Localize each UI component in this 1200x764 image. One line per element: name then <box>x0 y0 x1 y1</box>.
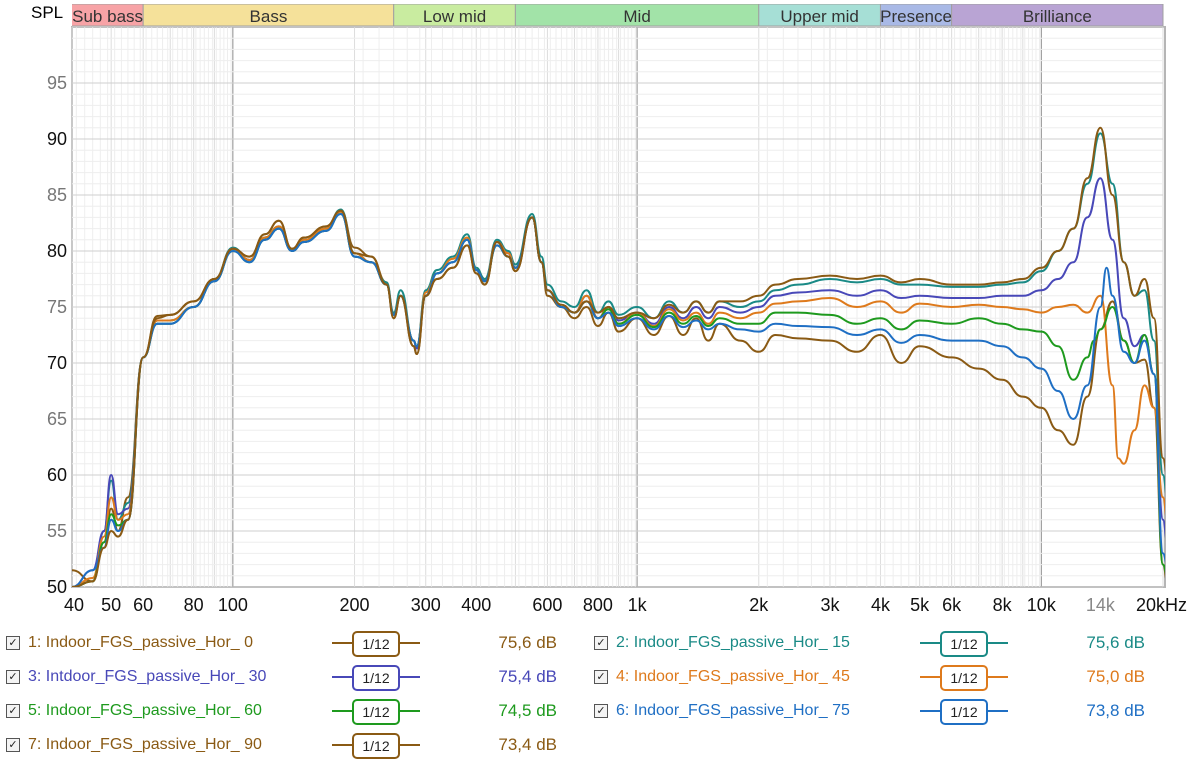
smoothing-selector[interactable]: 1/12 <box>332 699 422 725</box>
y-tick-label: 55 <box>47 521 67 541</box>
y-tick-label: 60 <box>47 465 67 485</box>
x-tick-label: 600 <box>532 595 562 615</box>
smoothing-value: 1/12 <box>940 699 988 725</box>
smoothing-value: 1/12 <box>352 733 400 759</box>
legend-checkbox[interactable]: ✓ <box>6 670 20 684</box>
legend-checkbox[interactable]: ✓ <box>594 704 608 718</box>
legend-series-name: 2: Indoor_FGS_passive_Hor_ 15 <box>616 634 850 651</box>
legend-level-value: 75,4 dB <box>498 667 557 686</box>
legend-level-value: 75,6 dB <box>1086 633 1145 652</box>
x-tick-label: 800 <box>583 595 613 615</box>
y-axis-label: SPL <box>31 3 63 22</box>
y-tick-label: 90 <box>47 129 67 149</box>
band-label: Low mid <box>423 7 486 26</box>
x-tick-label: 14k <box>1086 595 1116 615</box>
smoothing-value: 1/12 <box>940 665 988 691</box>
x-axis-ticks: 40 50 60 80 100 200 300 400 600 800 1k 2k 3k 4k 5k 6k 8k… <box>64 595 1187 615</box>
x-tick-label: 8k <box>993 595 1013 615</box>
legend-item-3[interactable]: ✓ 3: Intdoor_FGS_passive_Hor_ 30 1/12 75,4 … <box>6 663 571 691</box>
legend-level-value: 73,8 dB <box>1086 701 1145 720</box>
frequency-bands: Sub bass Bass Low mid Mid Upper mid Presence B… <box>72 4 1164 26</box>
x-tick-label: 50 <box>101 595 121 615</box>
x-tick-label: 100 <box>218 595 248 615</box>
legend-level-value: 73,4 dB <box>498 735 557 754</box>
y-tick-label: 80 <box>47 241 67 261</box>
smoothing-selector[interactable]: 1/12 <box>920 665 1010 691</box>
legend-item-5[interactable]: ✓ 5: Indoor_FGS_passive_Hor_ 60 1/12 74,5 d… <box>6 697 571 725</box>
legend-level-value: 75,6 dB <box>498 633 557 652</box>
smoothing-selector[interactable]: 1/12 <box>332 733 422 759</box>
smoothing-value: 1/12 <box>352 665 400 691</box>
band-label: Brilliance <box>1023 7 1092 26</box>
smoothing-value: 1/12 <box>940 631 988 657</box>
x-tick-label: 20kHz <box>1136 595 1187 615</box>
series-line-6 <box>72 213 1165 587</box>
y-tick-label: 85 <box>47 185 67 205</box>
series-lines <box>72 126 1165 587</box>
band-label: Sub bass <box>72 7 143 26</box>
x-tick-label: 60 <box>133 595 153 615</box>
legend-checkbox[interactable]: ✓ <box>594 636 608 650</box>
x-tick-label: 4k <box>871 595 891 615</box>
band-label: Mid <box>623 7 650 26</box>
smoothing-value: 1/12 <box>352 631 400 657</box>
band-label: Presence <box>880 7 952 26</box>
legend-series-name: 6: Indoor_FGS_passive_Hor_ 75 <box>616 702 850 719</box>
legend-level-value: 75,0 dB <box>1086 667 1145 686</box>
x-tick-label: 6k <box>942 595 962 615</box>
smoothing-selector[interactable]: 1/12 <box>332 631 422 657</box>
y-tick-label: 50 <box>47 577 67 597</box>
x-tick-label: 10k <box>1027 595 1057 615</box>
smoothing-selector[interactable]: 1/12 <box>920 631 1010 657</box>
legend-checkbox[interactable]: ✓ <box>6 738 20 752</box>
legend-item-1[interactable]: ✓ 1: Indoor_FGS_passive_Hor_ 0 1/12 75,6 dB <box>6 629 571 657</box>
legend-series-name: 3: Intdoor_FGS_passive_Hor_ 30 <box>28 668 267 685</box>
legend-series-name: 1: Indoor_FGS_passive_Hor_ 0 <box>28 634 254 651</box>
x-tick-label: 200 <box>340 595 370 615</box>
band-label: Upper mid <box>780 7 858 26</box>
legend-item-2[interactable]: ✓ 2: Indoor_FGS_passive_Hor_ 15 1/12 75,6 d… <box>594 629 1159 657</box>
x-tick-label: 80 <box>184 595 204 615</box>
x-tick-label: 300 <box>411 595 441 615</box>
legend-checkbox[interactable]: ✓ <box>594 670 608 684</box>
x-tick-label: 400 <box>461 595 491 615</box>
x-tick-label: 40 <box>64 595 84 615</box>
legend-level-value: 74,5 dB <box>498 701 557 720</box>
y-axis-ticks: 50 55 60 65 70 75 80 85 90 95 <box>47 73 67 597</box>
legend-series-name: 4: Indoor_FGS_passive_Hor_ 45 <box>616 668 850 685</box>
x-tick-label: 1k <box>628 595 648 615</box>
legend-series-name: 5: Indoor_FGS_passive_Hor_ 60 <box>28 702 262 719</box>
legend-item-4[interactable]: ✓ 4: Indoor_FGS_passive_Hor_ 45 1/12 75,0 d… <box>594 663 1159 691</box>
legend-checkbox[interactable]: ✓ <box>6 704 20 718</box>
y-tick-label: 95 <box>47 73 67 93</box>
legend-checkbox[interactable]: ✓ <box>6 636 20 650</box>
legend-series-name: 7: Indoor_FGS_passive_Hor_ 90 <box>28 736 262 753</box>
smoothing-selector[interactable]: 1/12 <box>920 699 1010 725</box>
series-line-7 <box>72 126 1165 587</box>
legend-item-7[interactable]: ✓ 7: Indoor_FGS_passive_Hor_ 90 1/12 73,4 d… <box>6 731 571 759</box>
y-tick-label: 65 <box>47 409 67 429</box>
band-label: Bass <box>250 7 288 26</box>
x-tick-label: 5k <box>910 595 930 615</box>
y-tick-label: 75 <box>47 297 67 317</box>
band-6 <box>951 4 1164 26</box>
smoothing-value: 1/12 <box>352 699 400 725</box>
smoothing-selector[interactable]: 1/12 <box>332 665 422 691</box>
legend-item-6[interactable]: ✓ 6: Indoor_FGS_passive_Hor_ 75 1/12 73,8 d… <box>594 697 1159 725</box>
x-tick-label: 2k <box>749 595 769 615</box>
y-tick-label: 70 <box>47 353 67 373</box>
x-tick-label: 3k <box>820 595 840 615</box>
